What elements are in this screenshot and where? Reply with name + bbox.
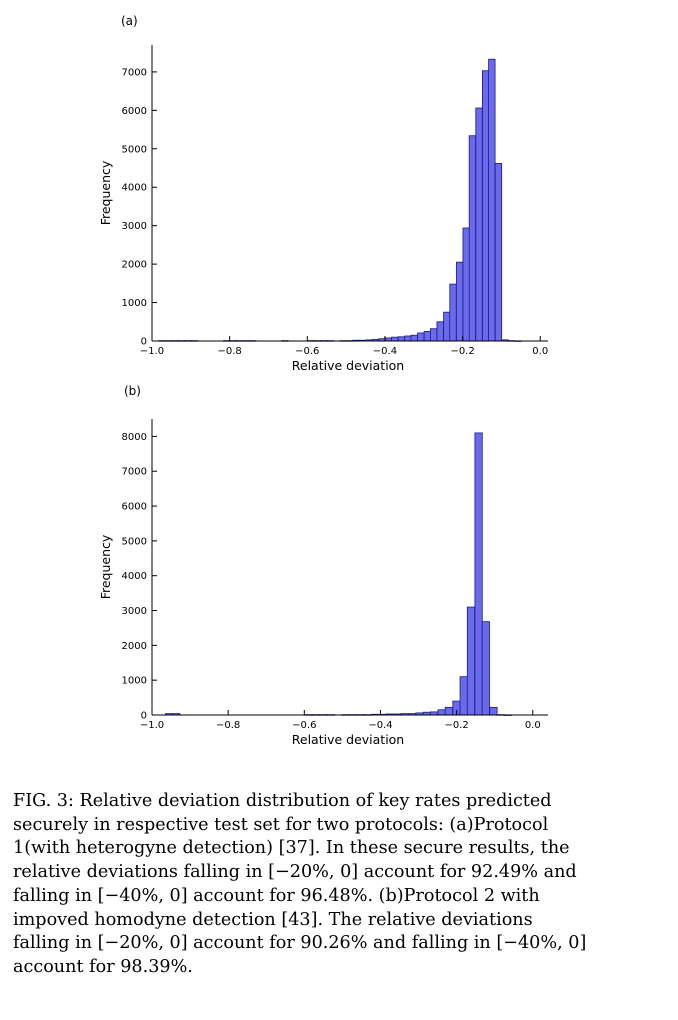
histogram-bar xyxy=(466,606,476,716)
histogram-bar xyxy=(489,706,498,716)
x-axis-label: Relative deviation xyxy=(292,732,404,747)
y-tick-label: 5000 xyxy=(122,144,147,155)
caption-line: securely in respective test set for two … xyxy=(13,814,549,835)
panel-label-a: (a) xyxy=(121,14,138,28)
y-axis-label: Frequency xyxy=(98,160,113,225)
figure-caption: FIG. 3: Relative deviation distribution … xyxy=(13,790,665,980)
histogram-chart-b: −1.0 −0.8 −0.6 −0.4 −0.2 0.0 0 1000 2000 3000 4000… xyxy=(98,419,548,747)
caption-line: account for 98.39%. xyxy=(13,956,193,977)
y-tick-label: 8000 xyxy=(122,432,147,443)
x-tick-label: −1.0 xyxy=(140,346,164,357)
caption-line: falling in [−40%, 0] account for 96.48%.… xyxy=(13,885,540,906)
y-tick-label: 1000 xyxy=(122,298,147,309)
y-tick-label: 2000 xyxy=(122,260,147,271)
y-tick-label: 0 xyxy=(141,711,147,722)
x-tick-label: 0.0 xyxy=(532,346,548,357)
y-tick-label: 5000 xyxy=(122,536,147,547)
x-tick-label: −0.4 xyxy=(373,346,397,357)
y-tick-label: 2000 xyxy=(122,641,147,652)
x-tick-label: −0.6 xyxy=(292,720,316,731)
histogram-bar xyxy=(459,676,468,716)
y-tick-label: 4000 xyxy=(122,183,147,194)
x-tick-label: −0.2 xyxy=(444,720,468,731)
histogram-bar xyxy=(444,706,453,716)
x-tick-label: 0.0 xyxy=(525,720,541,731)
y-tick-label: 7000 xyxy=(122,467,147,478)
x-tick-label: −0.8 xyxy=(216,720,240,731)
panel-label-b: (b) xyxy=(124,384,141,398)
histogram-bar xyxy=(437,709,446,716)
x-tick-label: −0.4 xyxy=(368,720,392,731)
y-tick-label: 4000 xyxy=(122,571,147,582)
y-axis-label: Frequency xyxy=(98,534,113,599)
histogram-bar xyxy=(481,621,490,716)
x-axis-label: Relative deviation xyxy=(292,358,404,373)
caption-line: relative deviations falling in [−20%, 0]… xyxy=(13,862,577,883)
caption-line: 1(with heterogyne detection) [37]. In th… xyxy=(13,838,570,859)
x-tick-label: −0.8 xyxy=(217,346,241,357)
x-tick-label: −1.0 xyxy=(140,720,164,731)
y-tick-label: 0 xyxy=(141,337,147,348)
x-tick-label: −0.6 xyxy=(295,346,319,357)
y-tick-label: 3000 xyxy=(122,221,147,232)
y-tick-label: 7000 xyxy=(122,67,147,78)
y-tick-label: 1000 xyxy=(122,676,147,687)
y-tick-label: 3000 xyxy=(122,606,147,617)
caption-line: FIG. 3: Relative deviation distribution … xyxy=(13,791,552,811)
histogram-chart-a: −1.0 −0.8 −0.6 −0.4 −0.2 0.0 0 1000 2000 3000 4000… xyxy=(98,45,548,373)
y-tick-label: 6000 xyxy=(122,502,147,513)
caption-line: falling in [−20%, 0] account for 90.26% … xyxy=(13,933,587,954)
caption-line: impoved homodyne detection [43]. The rel… xyxy=(13,909,533,930)
y-tick-label: 6000 xyxy=(122,106,147,117)
x-tick-label: −0.2 xyxy=(450,346,474,357)
histogram-bar xyxy=(474,432,483,716)
